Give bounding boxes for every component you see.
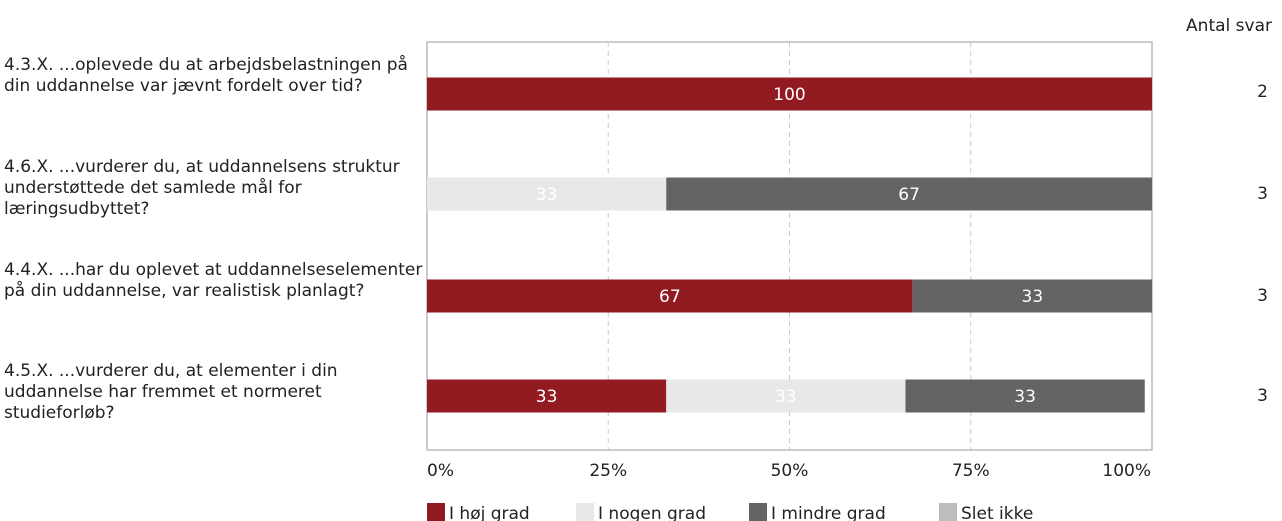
x-tick-label: 25% xyxy=(589,461,627,481)
bar-data-label: 33 xyxy=(775,387,797,407)
legend-swatch xyxy=(427,503,445,521)
bar-segment xyxy=(912,279,1152,313)
bar-data-label: 67 xyxy=(898,185,920,205)
x-tick-label: 50% xyxy=(771,461,809,481)
count-value-1: 2 xyxy=(1257,82,1268,102)
question-label-4: 4.5.X. ...vurderer du, at elementer i di… xyxy=(4,361,338,423)
question-label-2: 4.6.X. ...vurderer du, at uddannelsens s… xyxy=(4,157,400,219)
bar-segment xyxy=(666,177,1152,211)
question-label-1: 4.3.X. ...oplevede du at arbejdsbelastni… xyxy=(4,55,408,96)
bar-segment xyxy=(427,379,667,413)
legend-swatch xyxy=(749,503,767,521)
bar-data-label: 33 xyxy=(536,387,558,407)
bar-data-label: 67 xyxy=(659,287,681,307)
x-tick-label: 0% xyxy=(427,461,454,481)
legend-label: I nogen grad xyxy=(598,504,706,521)
x-tick-label: 75% xyxy=(952,461,990,481)
legend-label: Slet ikke xyxy=(961,504,1033,521)
count-column-header: Antal svar xyxy=(1186,16,1272,36)
bar-segment xyxy=(427,177,667,211)
legend-swatch xyxy=(576,503,594,521)
bar-segment xyxy=(905,379,1145,413)
bar-segment xyxy=(427,279,913,313)
bar-segment xyxy=(666,379,906,413)
legend-label: I høj grad xyxy=(449,504,530,521)
legend-label: I mindre grad xyxy=(771,504,886,521)
question-label-3: 4.4.X. ...har du oplevet at uddannelsese… xyxy=(4,260,423,301)
bar-segment xyxy=(427,77,1152,111)
count-value-4: 3 xyxy=(1257,386,1268,406)
x-tick-label: 100% xyxy=(1102,461,1151,481)
bar-data-label: 100 xyxy=(773,85,805,105)
count-value-2: 3 xyxy=(1257,184,1268,204)
bar-data-label: 33 xyxy=(536,185,558,205)
count-value-3: 3 xyxy=(1257,286,1268,306)
legend-swatch xyxy=(939,503,957,521)
bar-data-label: 33 xyxy=(1022,287,1044,307)
bar-data-label: 33 xyxy=(1014,387,1036,407)
